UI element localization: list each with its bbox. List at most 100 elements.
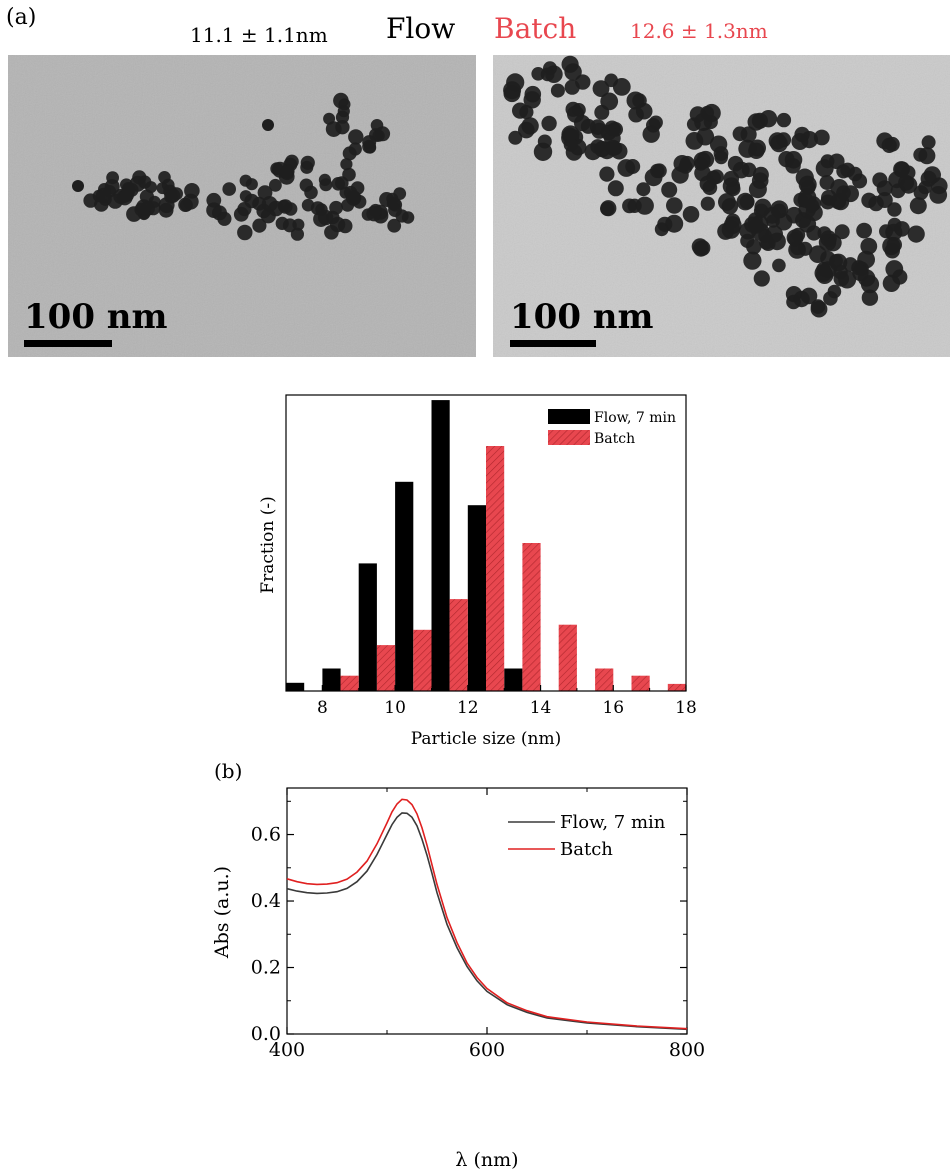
nanoparticle [401, 211, 415, 224]
uvvis-legend: Flow, 7 min Batch [508, 812, 666, 860]
nanoparticle [772, 258, 786, 273]
nanoparticle [776, 112, 792, 128]
nanoparticle [592, 80, 610, 97]
nanoparticle [284, 202, 298, 216]
legend-label-batch: Batch [594, 431, 635, 447]
bar-flow [286, 682, 305, 691]
nanoparticle [907, 225, 925, 243]
nanoparticle [861, 289, 879, 306]
y-tick-label: 0.2 [251, 957, 281, 979]
nanoparticle [564, 79, 580, 95]
bar-batch [667, 683, 686, 691]
nanoparticle [508, 130, 523, 145]
nanoparticle [823, 291, 838, 306]
nanoparticle [325, 121, 342, 137]
nanoparticle [797, 192, 814, 209]
x-tick-label: 14 [530, 698, 552, 718]
histogram-x-axis-label: Particle size (nm) [411, 729, 562, 749]
nanoparticle [292, 218, 305, 231]
bar-batch [631, 675, 650, 691]
nanoparticle [136, 199, 152, 215]
nanoparticle [829, 254, 843, 268]
nanoparticle [689, 106, 706, 123]
scale-bar-right [510, 340, 596, 347]
bar-flow [467, 505, 486, 691]
nanoparticle [814, 264, 833, 282]
nanoparticle [817, 226, 832, 241]
nanoparticle [644, 168, 663, 187]
x-tick-label: 400 [269, 1039, 305, 1061]
nanoparticle [770, 134, 788, 153]
nanoparticle [388, 203, 402, 218]
legend-label-uv-batch: Batch [560, 839, 613, 860]
nanoparticle [786, 294, 801, 310]
nanoparticle [541, 115, 557, 132]
histogram-bars [286, 400, 686, 691]
nanoparticle [838, 270, 857, 289]
nanoparticle [313, 211, 329, 228]
uvvis-ticks: 400 600 800 0.0 0.2 0.4 0.6 [251, 788, 705, 1061]
bar-batch [595, 668, 614, 691]
nanoparticle [909, 197, 927, 215]
nanoparticle [632, 93, 647, 108]
nanoparticle [599, 166, 615, 182]
flow-particle-cluster [72, 92, 415, 241]
nanoparticle [338, 98, 351, 111]
bar-batch [486, 446, 505, 691]
nanoparticle [713, 146, 729, 161]
nanoparticle [860, 237, 878, 255]
nanoparticle [341, 198, 355, 212]
nanoparticle [721, 220, 741, 239]
nanoparticle [894, 161, 910, 177]
nanoparticle [285, 154, 299, 169]
nanoparticle [574, 114, 591, 132]
nanoparticle [694, 157, 708, 171]
batch-title: Batch [494, 12, 576, 45]
nanoparticle [179, 198, 193, 212]
nanoparticle [165, 188, 181, 203]
histogram-x-ticks: 8 10 12 14 16 18 [317, 685, 697, 718]
nanoparticle [324, 225, 339, 240]
y-tick-label: 0.0 [251, 1023, 281, 1045]
nanoparticle [887, 202, 902, 217]
nanoparticle [617, 159, 636, 177]
nanoparticle [810, 300, 828, 318]
nanoparticle [329, 200, 343, 215]
nanoparticle [523, 91, 541, 109]
uvvis-y-axis-label: Abs (a.u.) [211, 866, 233, 959]
nanoparticle [636, 182, 651, 197]
uvvis-line-batch [286, 798, 688, 1030]
nanoparticle [622, 198, 637, 214]
nanoparticle [852, 173, 868, 189]
x-tick-label: 10 [384, 698, 406, 718]
nanoparticle [678, 159, 693, 174]
x-tick-label: 8 [317, 698, 328, 718]
batch-particle-cluster [503, 55, 948, 318]
nanoparticle [584, 143, 602, 161]
legend-label-flow: Flow, 7 min [594, 410, 676, 426]
nanoparticle [778, 151, 795, 168]
nanoparticle [518, 121, 535, 139]
nanoparticle [702, 103, 721, 123]
nanoparticle [795, 168, 814, 187]
nanoparticle [335, 110, 350, 124]
nanoparticle [746, 239, 762, 255]
nanoparticle [665, 214, 684, 233]
bar-batch [522, 543, 541, 691]
nanoparticle [886, 237, 902, 253]
batch-size-label: 12.6 ± 1.3nm [630, 19, 768, 43]
tem-image-flow: 100 nm [8, 55, 476, 357]
bar-batch [558, 624, 577, 691]
nanoparticle [800, 131, 819, 149]
nanoparticle [752, 166, 769, 183]
scale-bar-label-left: 100 nm [24, 297, 168, 337]
nanoparticle [98, 192, 112, 206]
scale-bar-left [24, 340, 112, 347]
nanoparticle [252, 196, 267, 211]
nanoparticle [642, 125, 660, 143]
nanoparticle [700, 196, 715, 211]
nanoparticle [753, 270, 770, 287]
nanoparticle [856, 222, 872, 239]
bar-batch [413, 629, 432, 691]
